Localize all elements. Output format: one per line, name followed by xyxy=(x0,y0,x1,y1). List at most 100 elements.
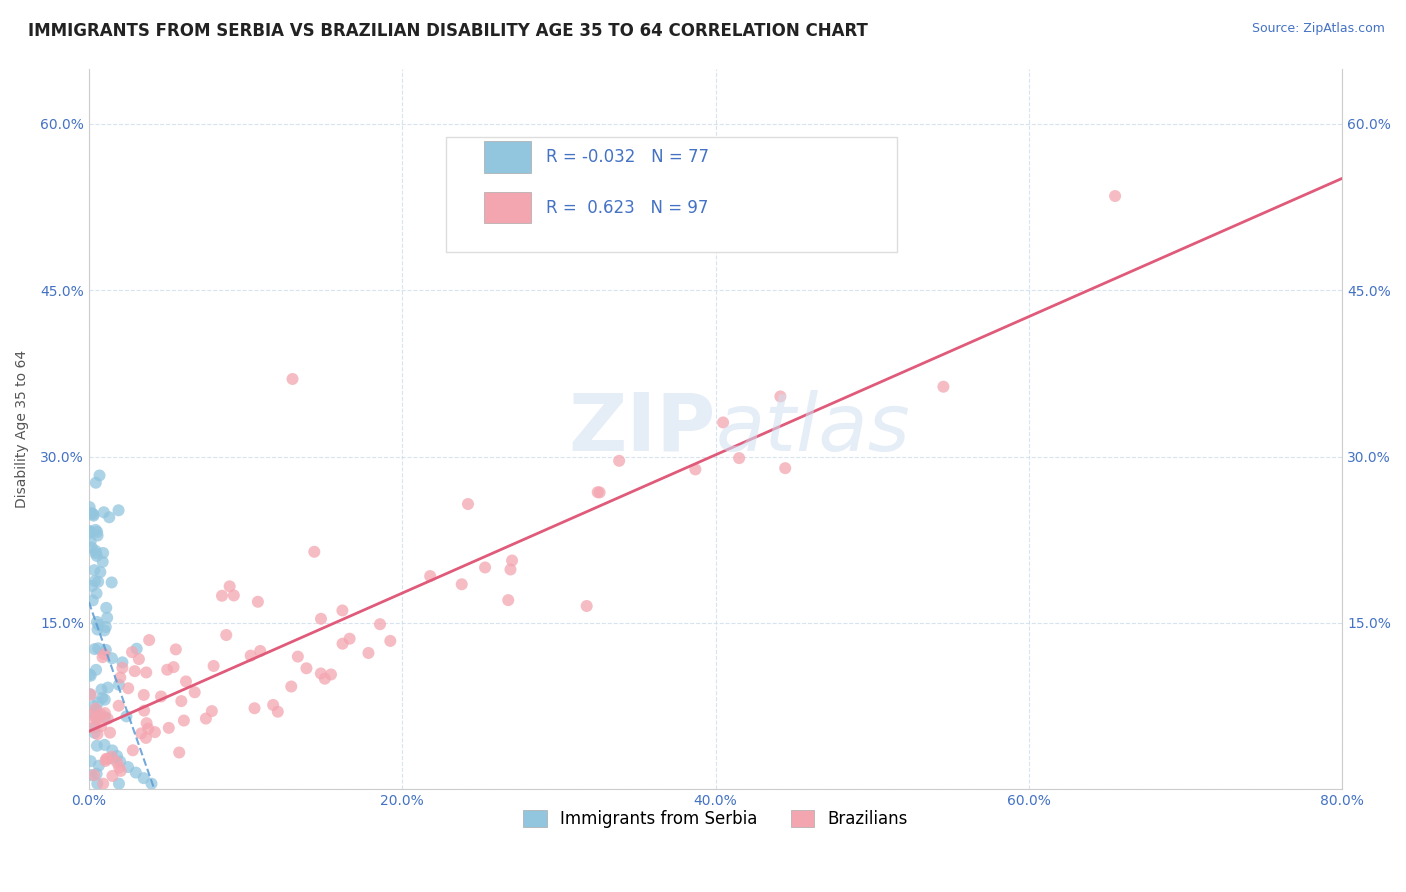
Point xyxy=(222,589,245,603)
Point xyxy=(80,541,103,555)
Point xyxy=(101,743,124,757)
Point xyxy=(280,680,302,694)
Point xyxy=(96,752,118,766)
Point xyxy=(132,771,155,785)
Point xyxy=(162,660,184,674)
Point xyxy=(98,510,121,524)
Point xyxy=(501,553,523,567)
Point xyxy=(173,714,195,728)
Point xyxy=(101,769,124,783)
Point xyxy=(115,709,138,723)
Point xyxy=(108,755,131,769)
Point xyxy=(450,577,472,591)
Point xyxy=(86,713,108,727)
Point xyxy=(79,500,101,515)
Point xyxy=(309,612,332,626)
Point xyxy=(86,549,108,563)
Point xyxy=(117,681,139,696)
Point xyxy=(87,695,110,709)
Bar xyxy=(484,141,531,173)
Point xyxy=(79,524,101,538)
Point xyxy=(243,701,266,715)
Point xyxy=(496,593,519,607)
Point xyxy=(105,756,128,770)
Point xyxy=(87,618,110,632)
Point xyxy=(97,681,120,695)
Point xyxy=(215,628,238,642)
Point xyxy=(134,704,156,718)
Point xyxy=(211,589,233,603)
Point xyxy=(314,672,336,686)
Point xyxy=(101,651,124,665)
Bar xyxy=(484,192,531,224)
Point xyxy=(457,497,479,511)
Point xyxy=(87,574,110,589)
Point xyxy=(150,690,173,704)
Point xyxy=(711,416,734,430)
Point xyxy=(94,710,117,724)
Point xyxy=(295,661,318,675)
Point xyxy=(156,663,179,677)
Point xyxy=(94,620,117,634)
Point xyxy=(82,706,104,721)
Point xyxy=(96,600,118,615)
Point xyxy=(607,454,630,468)
Point xyxy=(87,758,110,772)
Point xyxy=(267,705,290,719)
Point xyxy=(79,524,101,539)
Point xyxy=(339,632,361,646)
Point xyxy=(80,669,103,683)
Point xyxy=(135,716,157,731)
Point xyxy=(97,712,120,726)
Point xyxy=(357,646,380,660)
Point xyxy=(728,451,751,466)
Point xyxy=(773,461,796,475)
Point xyxy=(309,666,332,681)
Point xyxy=(129,726,152,740)
Point xyxy=(111,661,134,675)
Point xyxy=(86,727,108,741)
Point xyxy=(141,777,163,791)
Point xyxy=(304,545,326,559)
Point xyxy=(83,726,105,740)
Point xyxy=(79,708,101,723)
Point xyxy=(86,524,108,539)
Point xyxy=(89,565,111,579)
Point xyxy=(319,667,342,681)
Point xyxy=(83,563,105,577)
Point xyxy=(108,777,131,791)
Point xyxy=(110,671,132,685)
Point xyxy=(83,508,105,523)
Y-axis label: Disability Age 35 to 64: Disability Age 35 to 64 xyxy=(15,350,30,508)
Point xyxy=(262,698,284,712)
Point xyxy=(170,694,193,708)
Text: IMMIGRANTS FROM SERBIA VS BRAZILIAN DISABILITY AGE 35 TO 64 CORRELATION CHART: IMMIGRANTS FROM SERBIA VS BRAZILIAN DISA… xyxy=(28,22,868,40)
Point xyxy=(93,624,115,638)
Point xyxy=(287,649,309,664)
Point xyxy=(93,738,115,752)
Point xyxy=(136,722,159,736)
Point xyxy=(98,725,121,739)
Point xyxy=(128,652,150,666)
Point xyxy=(86,702,108,716)
Point xyxy=(202,659,225,673)
Point xyxy=(84,663,107,677)
Point xyxy=(201,704,224,718)
Point xyxy=(110,764,132,778)
Point xyxy=(769,389,792,403)
Point xyxy=(79,721,101,735)
Point xyxy=(80,688,103,702)
Legend: Immigrants from Serbia, Brazilians: Immigrants from Serbia, Brazilians xyxy=(516,804,914,835)
Point xyxy=(83,720,105,734)
Point xyxy=(932,380,955,394)
Point xyxy=(117,760,139,774)
Point xyxy=(419,569,441,583)
Point xyxy=(82,593,104,607)
Point xyxy=(183,685,205,699)
Point xyxy=(83,768,105,782)
Point xyxy=(239,648,262,663)
Point xyxy=(167,746,190,760)
Point xyxy=(93,505,115,519)
Text: Source: ZipAtlas.com: Source: ZipAtlas.com xyxy=(1251,22,1385,36)
Point xyxy=(121,743,143,757)
